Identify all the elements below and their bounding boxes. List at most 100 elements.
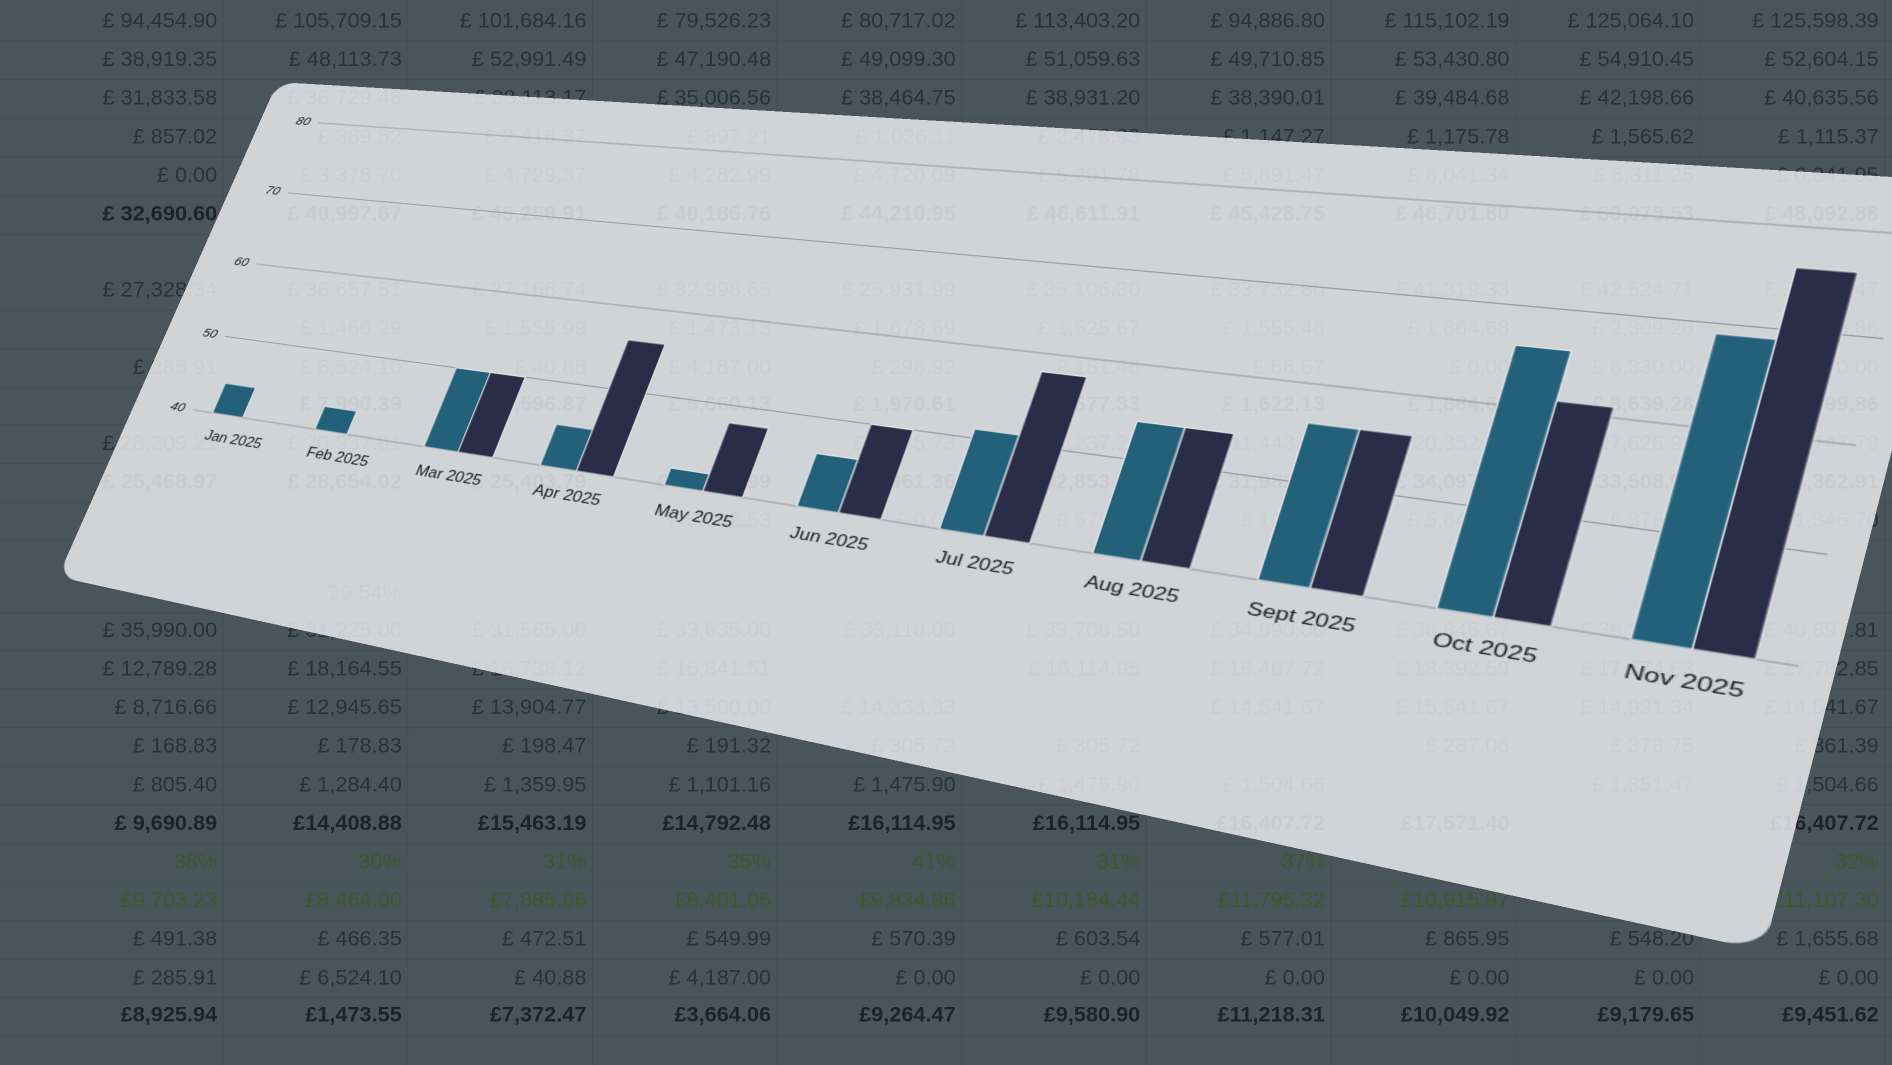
cell: £ 38,931.20 [1026, 85, 1141, 110]
cell: £ 6,341.95 [1776, 162, 1879, 187]
cell: £ 6,330.00 [1592, 354, 1695, 379]
cell: £ 49,099.30 [841, 46, 956, 71]
cell: £9,179.65 [1598, 1002, 1695, 1027]
cell: £ 168.83 [133, 733, 217, 758]
cell: £ 15,541.67 [1395, 694, 1510, 719]
cell: £ 1,565.62 [1592, 123, 1695, 148]
cell: £ 34,362.91 [1764, 468, 1879, 493]
cell: £ 33,635.00 [656, 617, 771, 642]
cell: £ 1,864.68 [1407, 315, 1510, 340]
cell: £ 1,655.68 [1776, 926, 1879, 951]
cell: £ 35,990.00 [103, 617, 218, 642]
cell: £ 17,574.63 [1579, 655, 1694, 680]
cell: £ 36,845.67 [1395, 617, 1510, 642]
cell: £ 361.39 [1794, 733, 1878, 758]
cell: £ 285.91 [133, 964, 217, 989]
cell: £ 5,646.63 [1407, 507, 1510, 532]
cell: £ 94,886.80 [1210, 7, 1325, 32]
cell: £ 33,508.91 [1579, 468, 1694, 493]
cell: £ 36,306.00 [1579, 617, 1694, 642]
cell: £ 0.00 [1449, 964, 1509, 989]
cell: £ 8,639.28 [1592, 391, 1695, 416]
cell: £7,372.47 [490, 1002, 587, 1027]
cell: £ 466.35 [317, 926, 401, 951]
cell: £ 38,919.35 [103, 46, 218, 71]
cell: £ 1,555.46 [1222, 315, 1325, 340]
cell: £14,792.48 [662, 810, 771, 835]
cell: £17,571.40 [1401, 810, 1510, 835]
cell: £ 125,064.10 [1567, 7, 1694, 32]
cell: £ 14,541.67 [1764, 694, 1879, 719]
cell: £ 115,102.19 [1384, 7, 1509, 32]
cell: £ 38,409.47 [1764, 277, 1879, 302]
cell: 31% [543, 848, 586, 873]
cell: £ 125,598.39 [1752, 7, 1879, 32]
cell: £ 79,526.23 [656, 7, 771, 32]
cell: £ 13,904.77 [472, 694, 587, 719]
cell: £ 491.38 [133, 926, 217, 951]
cell: £ 49,710.85 [1210, 46, 1325, 71]
cell: £ 94,454.90 [103, 7, 218, 32]
cell: £ 472.51 [502, 926, 586, 951]
cell: 29% [1651, 848, 1694, 873]
cell: £ 34,097.80 [1395, 468, 1510, 493]
cell: £ 0.00 [1265, 964, 1325, 989]
cell: £ 805.40 [133, 771, 217, 796]
cell: £ 2,699.86 [1776, 391, 1879, 416]
cell: £ 31,982.28 [1210, 468, 1325, 493]
cell: £ 6,524.10 [299, 964, 402, 989]
cell: £ 14,991.34 [1579, 694, 1694, 719]
cell: £ 32,690.60 [103, 201, 218, 226]
cell: £ 0.00 [1449, 354, 1509, 379]
cell: £ 178.83 [317, 733, 401, 758]
cell: £ 1,351.47 [1592, 771, 1695, 796]
cell: £16,407.72 [1770, 810, 1879, 835]
cell: £ 12,945.65 [287, 694, 402, 719]
cell: £10,049.92 [1401, 1002, 1510, 1027]
cell: £9,451.62 [1782, 1002, 1879, 1027]
cell: £ 128.39 [1240, 507, 1324, 532]
cell: £ 549.99 [687, 926, 771, 951]
cell: £ 31,565.00 [472, 617, 587, 642]
cell: 32% [1466, 848, 1509, 873]
cell: £ 1,175.78 [1407, 123, 1510, 148]
cell: £ 305.72 [871, 733, 955, 758]
cell: £11,107.30 [1772, 887, 1879, 912]
cell: £ 16,407.72 [1210, 655, 1325, 680]
cell: £ 53,430.80 [1395, 46, 1510, 71]
cell: £ 865.95 [1425, 926, 1509, 951]
cell: £ 31,225.00 [287, 617, 402, 642]
cell: £ 2,309.28 [1592, 315, 1695, 340]
cell: 35% [728, 848, 771, 873]
cell: £ 11,443.15 [1212, 430, 1325, 455]
cell: 41% [912, 848, 955, 873]
cell: 29.54% [328, 579, 402, 604]
y-tick-label: 50 [200, 327, 220, 341]
cell: £ 52,604.15 [1764, 46, 1879, 71]
cell: £ 42,524.71 [1579, 277, 1694, 302]
cell: £ 1,115.37 [1778, 123, 1879, 148]
cell: £ 33,706.50 [1026, 617, 1141, 642]
cell: £ 39,484.68 [1395, 85, 1510, 110]
cell: £ 34,747.79 [1764, 430, 1879, 455]
card-background [57, 82, 1892, 951]
cell: £ 80,717.02 [841, 7, 956, 32]
cell: 31% [1097, 848, 1140, 873]
cell: £ 16,738.12 [472, 655, 587, 680]
cell: £1,473.55 [305, 1002, 402, 1027]
cell: £ 41,319.33 [1395, 277, 1510, 302]
cell: £ 105,709.15 [275, 7, 402, 32]
y-tick-label: 40 [168, 400, 188, 415]
cell: £ 34,990.00 [1210, 617, 1325, 642]
cell: £ 18,164.55 [287, 655, 402, 680]
cell: £ 17,782.85 [1764, 655, 1879, 680]
cell: £10,915.87 [1401, 887, 1510, 912]
cell: £ 1,475.90 [853, 771, 956, 796]
cell: £ 1,346.70 [1776, 507, 1879, 532]
cell: £ 6,311.25 [1593, 162, 1694, 187]
cell: £ 48,092.88 [1764, 201, 1879, 226]
chart-card: 40 50 60 70 80 Jan 2025 Feb 2025 Mar 2025 Apr 20… [57, 82, 1892, 951]
